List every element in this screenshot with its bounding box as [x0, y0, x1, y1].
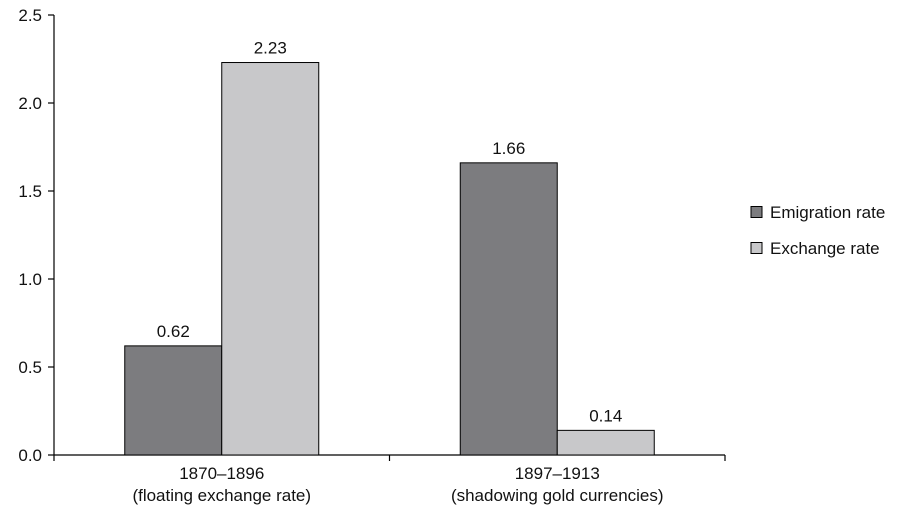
data-label: 1.66: [492, 139, 525, 158]
y-tick-label: 2.0: [18, 94, 42, 113]
bar-emigration-rate: [459, 162, 558, 456]
bar-exchange-rate: [556, 429, 655, 456]
y-tick-label: 0.5: [18, 358, 42, 377]
legend-swatch: [750, 242, 763, 254]
x-axis: 1870–1896 (floating exchange rate) 1897–19…: [53, 454, 726, 505]
y-tick-label: 0.0: [18, 446, 42, 465]
legend-label: Exchange rate: [770, 239, 880, 258]
x-category-label: 1897–1913: [515, 464, 600, 483]
bar-emigration-rate: [124, 345, 223, 456]
data-label: 0.14: [589, 406, 622, 425]
x-category-label: (floating exchange rate): [132, 486, 311, 505]
legend: Emigration rate Exchange rate: [750, 203, 885, 258]
legend-label: Emigration rate: [770, 203, 885, 222]
y-axis: 0.0 0.5 1.0 1.5 2.0 2.5: [18, 6, 55, 465]
y-tick-label: 2.5: [18, 6, 42, 25]
data-label: 0.62: [157, 322, 190, 341]
legend-swatch: [750, 206, 763, 218]
data-label: 2.23: [254, 39, 287, 58]
bar-exchange-rate: [221, 62, 320, 456]
y-tick-label: 1.0: [18, 270, 42, 289]
y-tick-label: 1.5: [18, 182, 42, 201]
x-category-label: 1870–1896: [179, 464, 264, 483]
x-category-label: (shadowing gold currencies): [451, 486, 664, 505]
bars: 0.62 2.23 1.66 0.14: [124, 39, 655, 456]
